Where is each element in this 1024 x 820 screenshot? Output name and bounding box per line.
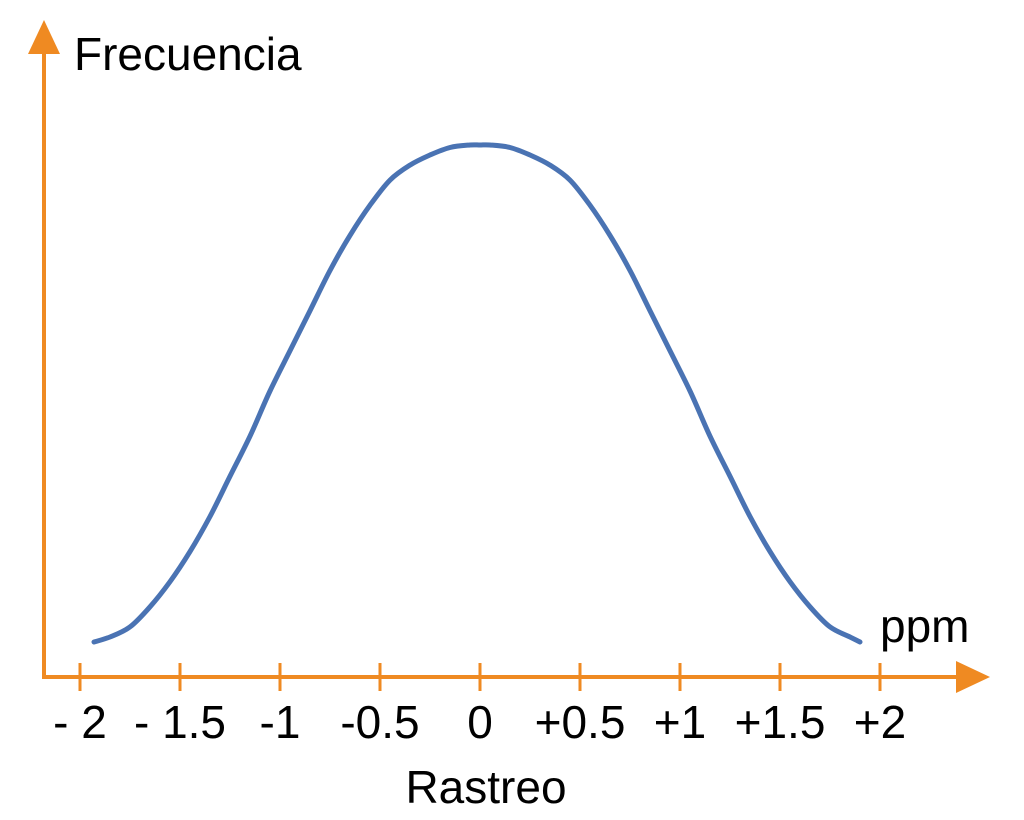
y-axis-label: Frecuencia [74, 28, 302, 80]
x-tick-label: +0.5 [535, 696, 626, 748]
x-tick-label: +2 [854, 696, 906, 748]
x-tick-label: - 1.5 [134, 696, 226, 748]
series-curve [91, 142, 863, 645]
x-tick-label: -1 [260, 696, 301, 748]
x-ticks [78, 663, 882, 691]
y-axis-arrowhead [28, 20, 60, 54]
x-tick-label: +1 [654, 696, 706, 748]
x-tick-label: 0 [467, 696, 493, 748]
axes [28, 20, 990, 693]
x-tick-label: -0.5 [340, 696, 419, 748]
x-unit-label: ppm [880, 600, 969, 652]
x-tick-labels: - 2 - 1.5 -1 -0.5 0 +0.5 +1 +1.5 +2 [53, 696, 906, 748]
x-tick-label: +1.5 [735, 696, 826, 748]
x-axis-arrowhead [956, 661, 990, 693]
x-tick-label: - 2 [53, 696, 107, 748]
x-axis-label: Rastreo [405, 761, 566, 813]
